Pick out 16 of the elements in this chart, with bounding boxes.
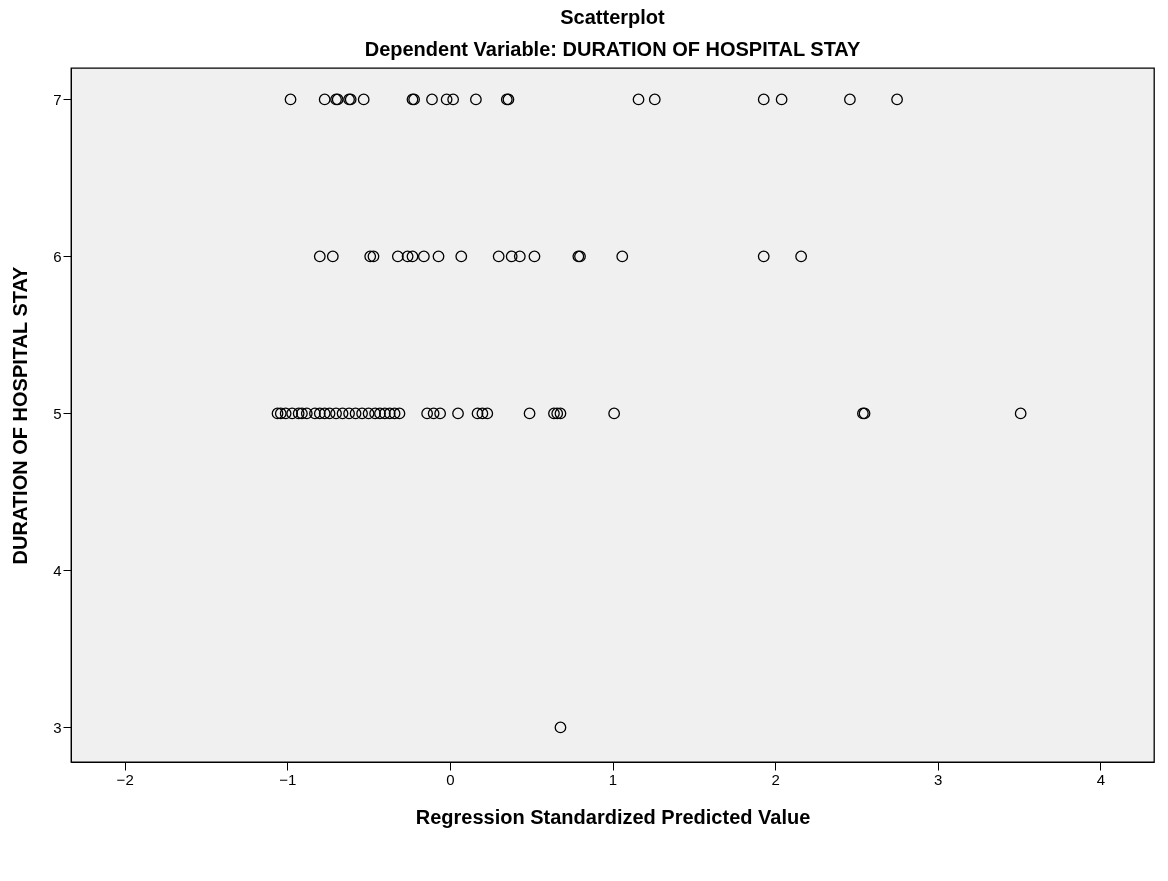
x-tick-label: 2 bbox=[771, 770, 780, 788]
y-tick-label: 3 bbox=[53, 718, 62, 736]
x-tick-label: −1 bbox=[279, 770, 297, 788]
x-axis-title: Regression Standardized Predicted Value bbox=[415, 805, 811, 828]
y-axis-title: DURATION OF HOSPITAL STAY bbox=[9, 265, 32, 565]
x-tick-label: −2 bbox=[116, 770, 134, 788]
y-tick-label: 4 bbox=[53, 561, 62, 579]
y-tick-label: 5 bbox=[53, 404, 62, 422]
x-tick-label: 1 bbox=[608, 770, 618, 788]
chart-title: Scatterplot bbox=[560, 6, 666, 28]
x-tick-label: 3 bbox=[934, 770, 943, 788]
y-tick-label: 7 bbox=[53, 90, 62, 108]
x-tick-label: 0 bbox=[446, 770, 455, 788]
y-tick-label: 6 bbox=[53, 247, 62, 265]
chart-subtitle: Dependent Variable: DURATION OF HOSPITAL STAY bbox=[364, 38, 861, 60]
x-tick-label: 4 bbox=[1096, 770, 1106, 788]
